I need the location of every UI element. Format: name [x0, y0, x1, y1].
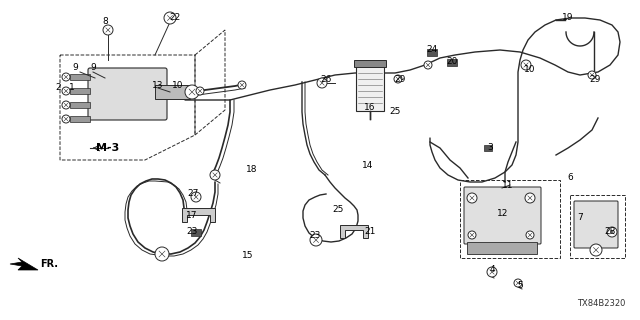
- Circle shape: [525, 193, 535, 203]
- Circle shape: [467, 193, 477, 203]
- Text: 5: 5: [517, 281, 523, 290]
- Text: 7: 7: [577, 213, 583, 222]
- Text: 11: 11: [502, 180, 514, 189]
- FancyBboxPatch shape: [88, 68, 167, 120]
- Circle shape: [310, 234, 322, 246]
- Text: 19: 19: [563, 13, 573, 22]
- FancyBboxPatch shape: [574, 201, 618, 248]
- Circle shape: [588, 71, 596, 79]
- Circle shape: [526, 231, 534, 239]
- Polygon shape: [340, 225, 368, 238]
- Bar: [356, 66, 384, 110]
- Text: FR.: FR.: [40, 259, 58, 269]
- Circle shape: [424, 61, 432, 69]
- Text: 18: 18: [246, 165, 258, 174]
- Bar: [447, 59, 457, 66]
- Circle shape: [62, 101, 70, 109]
- Bar: [70, 74, 90, 80]
- Polygon shape: [182, 208, 215, 222]
- Circle shape: [487, 267, 497, 277]
- Circle shape: [62, 87, 70, 95]
- Circle shape: [394, 75, 402, 83]
- Text: 16: 16: [364, 103, 376, 113]
- Circle shape: [155, 247, 169, 261]
- Text: 26: 26: [320, 76, 332, 84]
- Circle shape: [210, 170, 220, 180]
- Text: 13: 13: [152, 81, 164, 90]
- Text: 17: 17: [186, 211, 198, 220]
- Text: 10: 10: [524, 66, 536, 75]
- Text: 4: 4: [489, 266, 495, 275]
- Text: 25: 25: [389, 108, 401, 116]
- Polygon shape: [10, 258, 38, 270]
- Circle shape: [238, 81, 246, 89]
- Circle shape: [164, 12, 176, 24]
- Circle shape: [607, 227, 617, 237]
- Text: 23: 23: [309, 230, 321, 239]
- Text: 14: 14: [362, 161, 374, 170]
- Text: 20: 20: [446, 58, 458, 67]
- FancyBboxPatch shape: [464, 187, 541, 244]
- Circle shape: [62, 73, 70, 81]
- Text: TX84B2320: TX84B2320: [577, 299, 625, 308]
- Bar: [70, 116, 90, 122]
- Circle shape: [196, 87, 204, 95]
- Text: 8: 8: [102, 18, 108, 27]
- Text: 29: 29: [589, 76, 601, 84]
- Circle shape: [191, 192, 201, 202]
- Text: 25: 25: [332, 205, 344, 214]
- Circle shape: [62, 115, 70, 123]
- Text: 1: 1: [69, 84, 75, 92]
- Text: 24: 24: [426, 45, 438, 54]
- Bar: [70, 88, 90, 94]
- Bar: [191, 228, 201, 236]
- Text: 22: 22: [170, 13, 180, 22]
- Circle shape: [468, 231, 476, 239]
- Text: 27: 27: [188, 188, 198, 197]
- Text: 12: 12: [497, 209, 509, 218]
- Circle shape: [317, 78, 327, 88]
- Circle shape: [103, 25, 113, 35]
- Text: 15: 15: [243, 251, 253, 260]
- Text: 9: 9: [90, 63, 96, 73]
- Text: 29: 29: [394, 76, 406, 84]
- Bar: [70, 102, 90, 108]
- Bar: [484, 145, 492, 151]
- Text: 6: 6: [567, 173, 573, 182]
- Text: 23: 23: [186, 228, 198, 236]
- Text: 9: 9: [72, 63, 78, 73]
- Text: 2: 2: [55, 84, 61, 92]
- Text: 21: 21: [364, 228, 376, 236]
- Bar: [155, 85, 190, 99]
- Bar: [427, 49, 437, 55]
- Circle shape: [514, 279, 522, 287]
- Text: M-3: M-3: [97, 143, 120, 153]
- Circle shape: [521, 60, 531, 70]
- Text: 28: 28: [604, 228, 616, 236]
- Bar: [354, 60, 386, 67]
- Text: 10: 10: [172, 81, 184, 90]
- Circle shape: [185, 85, 199, 99]
- Circle shape: [590, 244, 602, 256]
- Bar: [467, 242, 537, 254]
- Text: 3: 3: [487, 143, 493, 153]
